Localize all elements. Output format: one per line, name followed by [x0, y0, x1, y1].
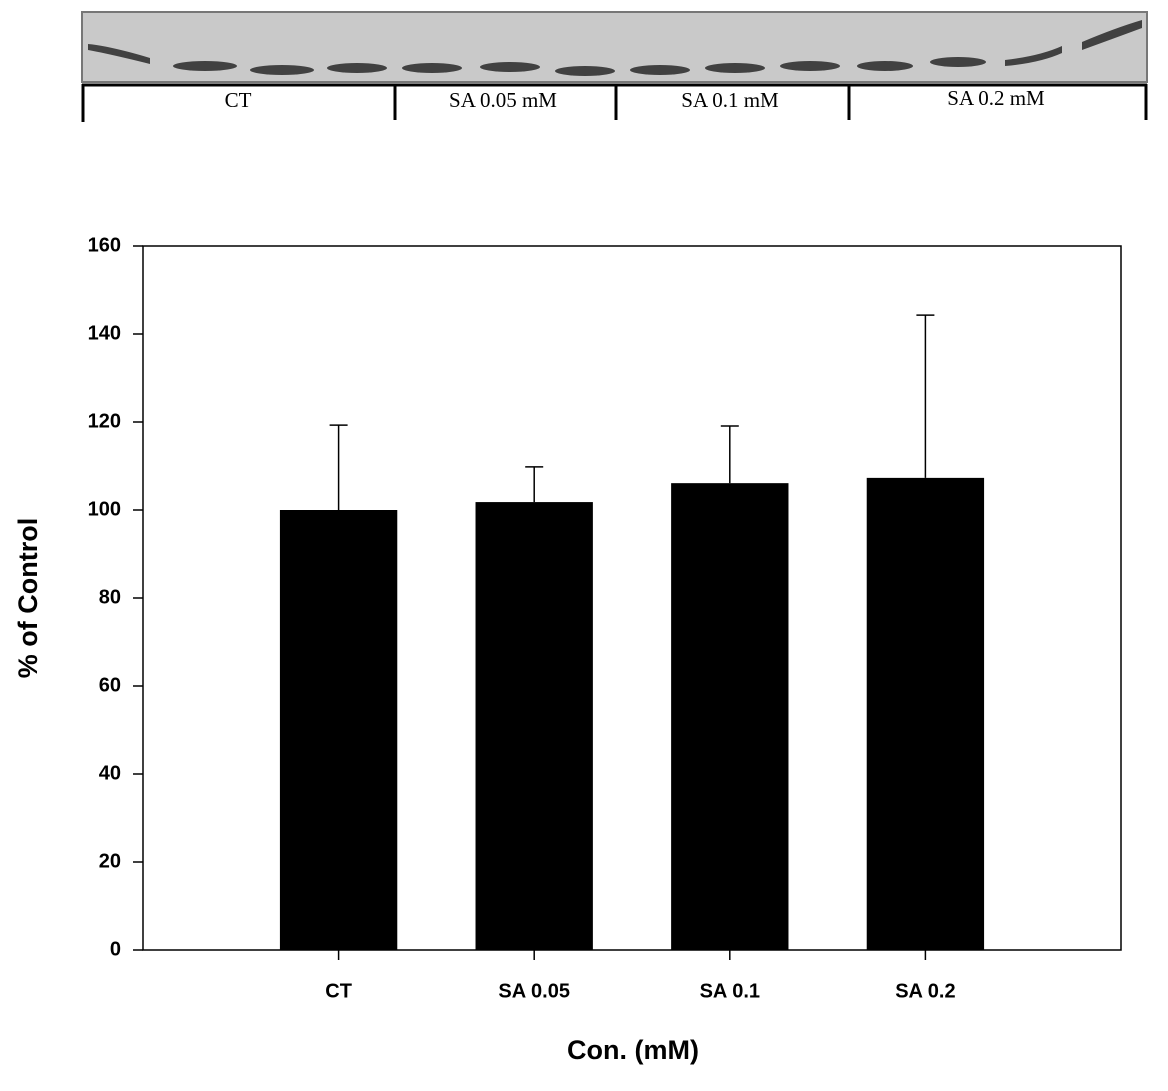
x-tick-label: CT: [325, 980, 352, 1002]
y-tick-label: 140: [88, 322, 121, 344]
plot-frame: [142, 245, 1122, 951]
y-tick-label: 120: [88, 410, 121, 432]
y-tick-label: 40: [99, 762, 121, 784]
y-tick-label: 60: [99, 674, 121, 696]
blot-bands: [88, 20, 1142, 76]
blot-label: SA 0.2 mM: [947, 86, 1045, 110]
x-tick-label: SA 0.2: [895, 980, 955, 1002]
blot-label: SA 0.1 mM: [681, 88, 779, 112]
bar: [279, 510, 398, 950]
y-tick-label: 20: [99, 850, 121, 872]
y-axis-label: % of Control: [13, 518, 43, 678]
x-tick-label: SA 0.1: [700, 980, 760, 1002]
western-blot: CT SA 0.05 mM SA 0.1 mM SA 0.2 mM: [81, 11, 1148, 122]
x-axis-label: Con. (mM): [567, 1035, 699, 1065]
x-tick-label: SA 0.05: [498, 980, 570, 1002]
y-tick-label: 80: [99, 586, 121, 608]
blot-label: SA 0.05 mM: [449, 88, 557, 112]
blot-dividers: [81, 83, 1148, 122]
bar: [475, 502, 593, 950]
y-tick-label: 0: [110, 938, 121, 960]
blot-label: CT: [225, 88, 252, 112]
bar: [866, 477, 985, 950]
y-tick-label: 160: [88, 234, 121, 256]
y-tick-label: 100: [88, 498, 121, 520]
bar: [671, 483, 789, 950]
